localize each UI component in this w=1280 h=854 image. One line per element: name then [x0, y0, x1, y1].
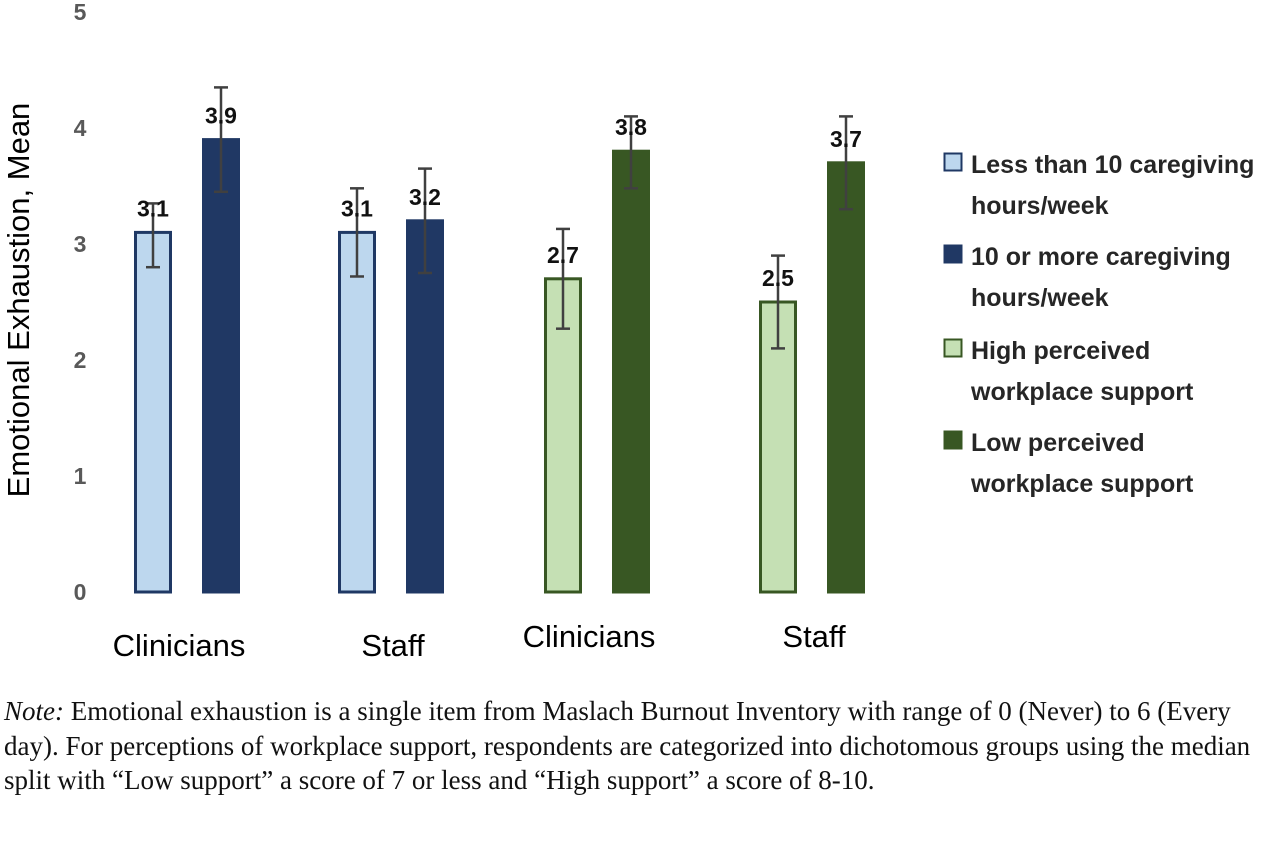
legend-swatch: [943, 338, 963, 358]
x-axis-labels: Clinicians Staff Clinicians Staff: [113, 619, 846, 663]
data-label: 3.2: [409, 184, 441, 210]
note-text: Emotional exhaustion is a single item fr…: [4, 696, 1251, 795]
data-labels: 3.1 3.9 3.1 3.2 2.7 3.8 2.5 3.7: [137, 103, 862, 291]
legend-swatch: [943, 430, 963, 450]
bar: [612, 149, 650, 594]
data-label: 3.1: [341, 195, 373, 221]
legend-swatch: [943, 244, 963, 264]
data-label: 2.5: [762, 265, 794, 291]
y-tick-label: 4: [74, 115, 87, 141]
legend-label: 10 or more caregiving: [971, 243, 1231, 271]
legend-label: hours/week: [971, 284, 1109, 312]
legend-label: High perceived: [971, 337, 1150, 365]
bar: [134, 230, 172, 594]
data-label: 3.1: [137, 195, 169, 221]
legend-label: workplace support: [970, 378, 1194, 406]
bar-chart: Emotional Exhaustion, Mean 0 1 2 3 4 5 3.1 3.9…: [1, 0, 1254, 663]
y-tick-label: 5: [74, 0, 87, 25]
legend-label: Less than 10 caregiving: [971, 151, 1254, 179]
bar: [827, 161, 865, 594]
bars: [134, 138, 865, 594]
legend-label: Low perceived: [971, 429, 1145, 457]
note-label: Note:: [4, 696, 64, 726]
bar: [338, 230, 376, 594]
bar: [759, 300, 797, 594]
x-category-label: Clinicians: [113, 628, 246, 663]
y-tick-label: 0: [74, 579, 87, 605]
bar: [406, 219, 444, 594]
legend-swatch: [943, 152, 963, 172]
data-label: 3.8: [615, 114, 647, 140]
bar: [202, 138, 240, 594]
bar: [544, 277, 582, 594]
legend-label: workplace support: [970, 470, 1194, 498]
y-tick-label: 1: [74, 463, 87, 489]
x-category-label: Staff: [361, 628, 425, 663]
y-tick-label: 2: [74, 347, 87, 373]
data-label: 3.7: [830, 126, 862, 152]
x-category-label: Clinicians: [523, 619, 656, 654]
y-tick-label: 3: [74, 231, 87, 257]
legend-label: hours/week: [971, 192, 1109, 220]
y-axis-ticks: 0 1 2 3 4 5: [74, 0, 87, 605]
data-label: 3.9: [205, 103, 237, 129]
data-label: 2.7: [547, 242, 579, 268]
error-bars: [146, 86, 853, 350]
y-axis-label: Emotional Exhaustion, Mean: [1, 103, 36, 498]
note: Note: Emotional exhaustion is a single i…: [4, 694, 1272, 798]
legend: Less than 10 caregiving hours/week 10 or m…: [943, 151, 1254, 498]
x-category-label: Staff: [782, 619, 846, 654]
